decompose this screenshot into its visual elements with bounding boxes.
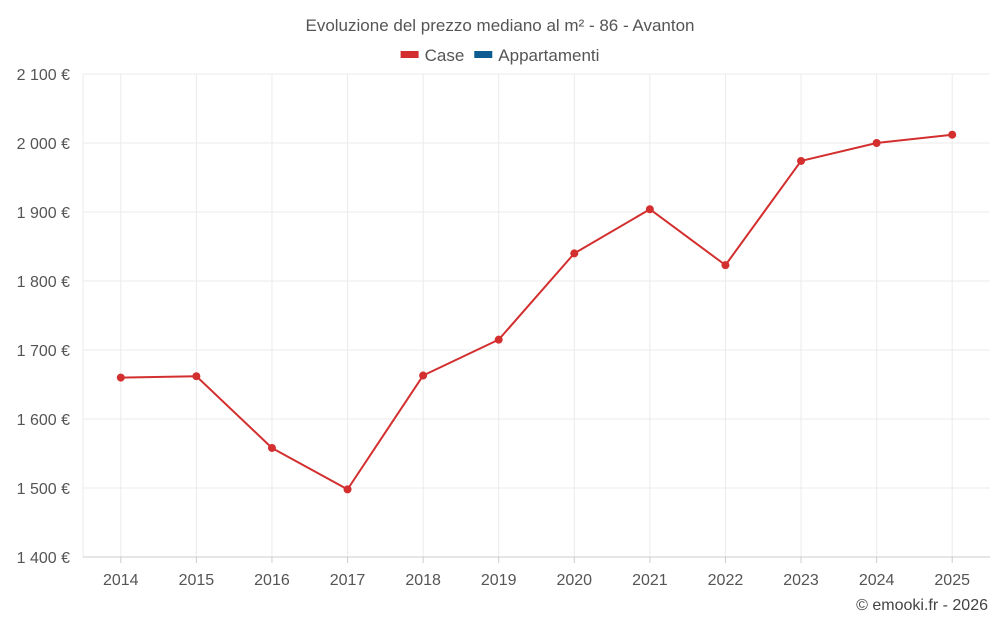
y-tick-label: 2 100 € (17, 67, 70, 84)
legend-swatch (400, 51, 419, 58)
data-point[interactable] (419, 371, 428, 380)
data-point[interactable] (494, 335, 503, 344)
legend-label: Appartamenti (498, 46, 599, 65)
y-tick-label: 1 400 € (17, 550, 70, 567)
series-line-case (120, 133, 953, 491)
legend-swatch (474, 51, 493, 58)
data-point[interactable] (343, 485, 352, 494)
legend-label: Case (425, 46, 465, 65)
data-point[interactable] (570, 249, 579, 258)
y-tick-label: 1 500 € (17, 481, 70, 498)
chart-title: Evoluzione del prezzo mediano al m² - 86… (305, 16, 694, 35)
x-tick-label: 2025 (934, 572, 970, 589)
x-tick-label: 2014 (103, 572, 139, 589)
x-tick-label: 2023 (783, 572, 819, 589)
data-point[interactable] (721, 261, 730, 270)
credit-text: © emooki.fr - 2026 (856, 597, 988, 614)
data-point[interactable] (872, 139, 881, 147)
y-tick-label: 1 600 € (17, 412, 70, 429)
x-tick-label: 2024 (859, 572, 895, 589)
x-tick-label: 2022 (708, 572, 744, 589)
data-point[interactable] (267, 443, 276, 452)
x-tick-label: 2017 (330, 572, 366, 589)
legend-item-appartamenti[interactable]: Appartamenti (474, 46, 599, 65)
data-point[interactable] (116, 373, 125, 382)
y-tick-label: 1 700 € (17, 343, 70, 360)
data-point[interactable] (948, 130, 957, 139)
data-point[interactable] (645, 205, 654, 214)
legend-item-case[interactable]: Case (400, 46, 465, 65)
data-point[interactable] (797, 156, 806, 165)
axes: 1 400 € 1 500 € 1 600 € 1 700 € 1 800 € 1 900… (17, 67, 990, 589)
y-tick-label: 1 900 € (17, 205, 70, 222)
x-tick-label: 2019 (481, 572, 517, 589)
x-tick-label: 2021 (632, 572, 668, 589)
x-tick-label: 2018 (405, 572, 441, 589)
series (116, 130, 957, 494)
y-tick-label: 1 800 € (17, 274, 70, 291)
y-tick-label: 2 000 € (17, 136, 70, 153)
x-tick-label: 2016 (254, 572, 290, 589)
data-point[interactable] (192, 372, 201, 381)
legend: Case Appartamenti (400, 46, 599, 65)
x-tick-label: 2020 (556, 572, 592, 589)
grid (83, 73, 990, 557)
x-tick-label: 2015 (179, 572, 215, 589)
